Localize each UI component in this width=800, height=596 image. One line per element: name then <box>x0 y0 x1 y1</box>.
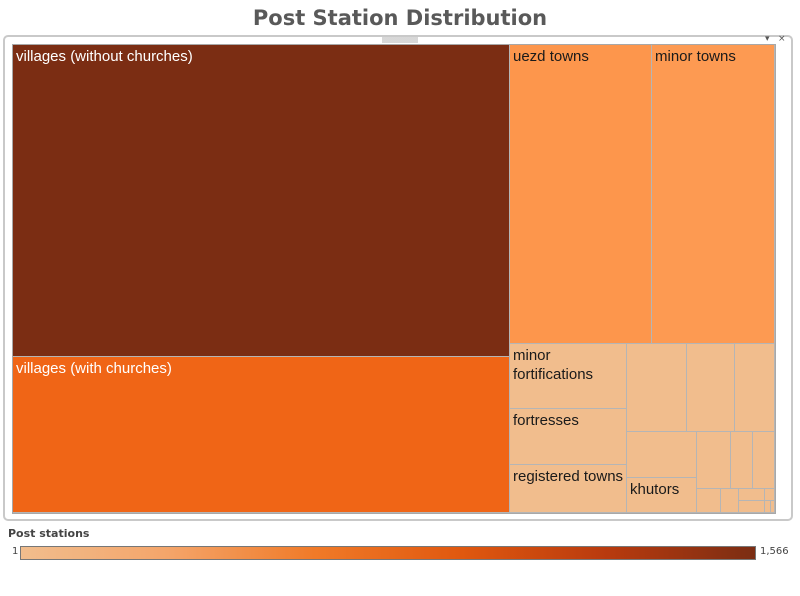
treemap-cell[interactable] <box>765 489 775 501</box>
treemap-cell[interactable] <box>735 344 775 432</box>
treemap-cell-label: minor fortifications <box>513 347 594 383</box>
treemap-cell-label: uezd towns <box>513 48 589 65</box>
treemap-cell[interactable] <box>771 501 775 513</box>
treemap-cell[interactable] <box>697 489 721 513</box>
treemap-cell[interactable] <box>765 501 771 513</box>
legend-max-label: 1,566 <box>760 546 789 557</box>
treemap-cell-label: fortresses <box>513 412 579 429</box>
treemap-cell[interactable] <box>739 501 765 513</box>
close-icon[interactable]: × <box>778 34 786 44</box>
treemap-cell-label: registered towns <box>513 468 624 485</box>
treemap-cell[interactable]: minor towns <box>652 45 775 344</box>
treemap-cell[interactable] <box>753 432 775 489</box>
chart-panel: ▾ × villages (without churches) villages … <box>3 34 793 521</box>
treemap-cell-label: khutors <box>630 481 680 498</box>
treemap-cell[interactable] <box>697 432 731 489</box>
treemap-cell[interactable] <box>721 489 739 513</box>
treemap-cell[interactable]: uezd towns <box>510 45 652 344</box>
treemap-cell[interactable]: villages (without churches) <box>13 45 510 357</box>
legend-color-scale <box>20 546 756 560</box>
treemap-cell[interactable] <box>627 344 687 432</box>
treemap: villages (without churches) villages (wit… <box>12 44 776 514</box>
legend-title: Post stations <box>8 527 90 540</box>
treemap-cell[interactable]: khutors <box>627 478 697 513</box>
treemap-cell[interactable] <box>687 344 735 432</box>
treemap-cell[interactable] <box>731 432 753 489</box>
treemap-cell[interactable]: registered towns <box>510 465 627 513</box>
treemap-cell-label: villages (with churches) <box>16 360 172 377</box>
treemap-cell[interactable] <box>627 432 697 478</box>
legend-min-label: 1 <box>12 546 19 557</box>
treemap-cell-label: villages (without churches) <box>16 48 193 65</box>
treemap-cell[interactable] <box>739 489 765 501</box>
drag-handle[interactable] <box>382 37 418 43</box>
treemap-cell[interactable]: fortresses <box>510 409 627 465</box>
treemap-cell[interactable]: minor fortifications <box>510 344 627 409</box>
treemap-cell-label: minor towns <box>655 48 736 65</box>
treemap-cell[interactable]: villages (with churches) <box>13 357 510 513</box>
chevron-down-icon[interactable]: ▾ <box>765 34 770 44</box>
chart-title: Post Station Distribution <box>252 6 548 30</box>
